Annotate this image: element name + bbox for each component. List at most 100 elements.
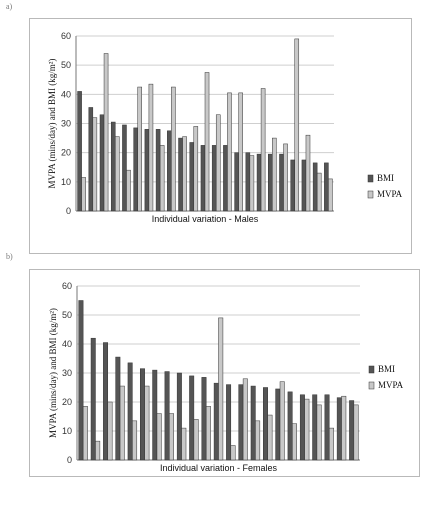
bmi-bar bbox=[324, 394, 330, 461]
bmi-bar bbox=[189, 375, 195, 461]
mvpa-bar bbox=[92, 117, 98, 212]
bmi-bar bbox=[336, 397, 342, 461]
mvpa-bar bbox=[316, 172, 322, 212]
bmi-bar bbox=[164, 371, 170, 461]
mvpa-bar bbox=[82, 406, 88, 461]
mvpa-bar bbox=[119, 385, 125, 461]
panel-a-letter: a) bbox=[6, 2, 13, 11]
y-tick-label: 0 bbox=[67, 455, 72, 465]
bmi-bar bbox=[263, 387, 268, 461]
y-axis-label: MVPA (mins/day) and BMI (kg/m²) bbox=[47, 59, 57, 189]
bmi-bar bbox=[287, 391, 293, 461]
y-tick-label: 20 bbox=[61, 148, 71, 158]
mvpa-bar bbox=[304, 398, 310, 461]
y-tick-label: 50 bbox=[61, 60, 71, 70]
bmi-bar bbox=[115, 356, 121, 461]
bmi-bar bbox=[226, 384, 232, 461]
legend-swatch-mvpa bbox=[367, 190, 374, 199]
mvpa-bar bbox=[107, 401, 113, 461]
mvpa-bar bbox=[272, 137, 277, 212]
x-axis-label: Individual variation - Females bbox=[160, 463, 278, 473]
mvpa-bar bbox=[103, 53, 109, 212]
mvpa-bar bbox=[238, 92, 243, 212]
bmi-bar bbox=[312, 394, 318, 461]
mvpa-bar bbox=[81, 177, 86, 212]
mvpa-bar bbox=[242, 378, 248, 461]
x-axis-label: Individual variation - Males bbox=[152, 214, 259, 224]
legend-swatch-bmi bbox=[367, 174, 374, 183]
bmi-bar bbox=[152, 369, 158, 461]
bmi-bar bbox=[139, 368, 145, 461]
y-tick-label: 60 bbox=[61, 31, 71, 41]
y-tick-label: 40 bbox=[62, 339, 72, 349]
mvpa-bar bbox=[294, 38, 300, 212]
mvpa-bar bbox=[137, 86, 142, 212]
mvpa-bar bbox=[292, 423, 298, 461]
bmi-bar bbox=[90, 337, 96, 461]
bmi-bar bbox=[238, 384, 244, 461]
bmi-bar bbox=[201, 377, 207, 461]
mvpa-bar bbox=[132, 420, 138, 461]
mvpa-bar bbox=[171, 86, 176, 212]
y-tick-label: 30 bbox=[62, 368, 72, 378]
bmi-bar bbox=[349, 400, 355, 461]
y-axis-label: MVPA (mins/day) and BMI (kg/m²) bbox=[48, 308, 58, 438]
mvpa-bar bbox=[249, 155, 255, 212]
mvpa-bar bbox=[341, 395, 347, 461]
bmi-bar bbox=[275, 388, 281, 461]
mvpa-bar bbox=[193, 126, 199, 212]
legend-label-bmi: BMI bbox=[377, 173, 394, 183]
legend-label-mvpa: MVPA bbox=[378, 380, 404, 390]
y-tick-label: 10 bbox=[61, 177, 71, 187]
y-tick-label: 0 bbox=[66, 206, 71, 216]
mvpa-bar bbox=[182, 136, 187, 212]
mvpa-bar bbox=[353, 404, 359, 461]
bmi-bar bbox=[127, 362, 133, 461]
mvpa-bar bbox=[169, 413, 174, 461]
bmi-bar bbox=[77, 91, 82, 212]
y-tick-label: 20 bbox=[62, 397, 72, 407]
mvpa-bar bbox=[328, 178, 333, 212]
mvpa-bar bbox=[305, 134, 311, 212]
bmi-bar bbox=[103, 342, 109, 461]
y-tick-label: 40 bbox=[61, 89, 71, 99]
mvpa-bar bbox=[144, 385, 150, 461]
mvpa-bar bbox=[218, 317, 224, 461]
mvpa-bar bbox=[204, 72, 210, 212]
bmi-bar bbox=[213, 382, 219, 461]
mvpa-bar bbox=[181, 427, 187, 461]
mvpa-bar bbox=[115, 136, 120, 212]
bmi-bar bbox=[78, 300, 84, 461]
bmi-bar bbox=[299, 394, 305, 461]
mvpa-bar bbox=[230, 445, 236, 461]
mvpa-bar bbox=[156, 413, 162, 461]
mvpa-bar bbox=[215, 114, 221, 212]
mvpa-bar bbox=[283, 143, 288, 212]
mvpa-bar bbox=[260, 88, 266, 212]
mvpa-bar bbox=[279, 381, 285, 461]
bmi-bar bbox=[122, 124, 127, 212]
mvpa-bar bbox=[227, 92, 232, 212]
mvpa-bar bbox=[255, 420, 261, 461]
mvpa-bar bbox=[328, 427, 334, 461]
mvpa-bar bbox=[126, 169, 131, 212]
legend-label-bmi: BMI bbox=[378, 364, 395, 374]
y-tick-label: 10 bbox=[62, 426, 72, 436]
legend-swatch-bmi bbox=[368, 365, 375, 374]
mvpa-bar bbox=[148, 83, 154, 212]
legend-label-mvpa: MVPA bbox=[377, 189, 403, 199]
mvpa-bar bbox=[316, 404, 322, 461]
mvpa-bar bbox=[159, 145, 165, 212]
mvpa-bar bbox=[205, 406, 211, 461]
mvpa-bar bbox=[267, 414, 273, 461]
mvpa-bar bbox=[193, 419, 199, 461]
panel-b-letter: b) bbox=[6, 252, 13, 261]
bmi-bar bbox=[176, 372, 182, 461]
bmi-bar bbox=[250, 385, 256, 461]
mvpa-bar bbox=[95, 440, 101, 461]
y-tick-label: 50 bbox=[62, 310, 72, 320]
y-tick-label: 60 bbox=[62, 281, 72, 291]
y-tick-label: 30 bbox=[61, 119, 71, 129]
